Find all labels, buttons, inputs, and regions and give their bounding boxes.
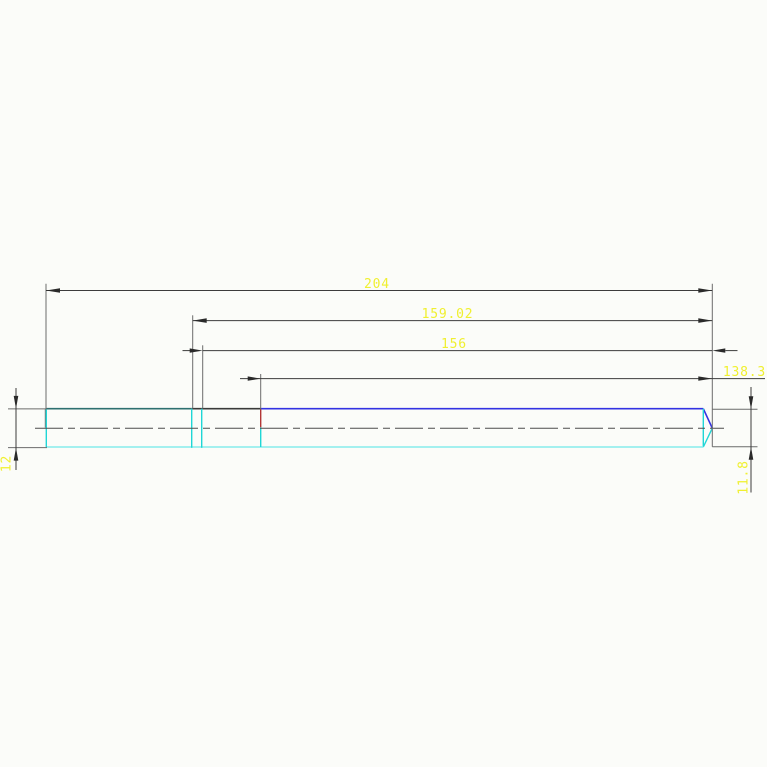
dimension-text-204: 204 — [364, 277, 390, 292]
arrowhead-bottom-11-8 — [748, 446, 754, 460]
dimension-204: 204 — [45, 277, 713, 447]
arrowhead-left-159 — [192, 318, 207, 323]
arrowhead-right-204 — [698, 288, 713, 293]
arrowhead-bottom-12 — [13, 447, 19, 461]
arrowhead-right-156 — [712, 348, 726, 353]
arrowhead-right-159 — [698, 318, 713, 323]
dimension-138-3: 138.3 — [240, 365, 766, 410]
dimension-text-11-8: 11.8 — [737, 460, 752, 495]
arrowhead-left-138 — [247, 376, 261, 381]
arrowhead-left-204 — [46, 288, 60, 293]
dimension-156: 156 — [182, 337, 738, 409]
dimension-11-8: 11.8 — [712, 387, 758, 495]
arrowhead-left-156 — [189, 348, 203, 353]
dimension-text-159: 159.02 — [422, 307, 474, 322]
arrowhead-top-11-8 — [748, 396, 754, 410]
part-outline — [44, 407, 714, 448]
dimension-text-12: 12 — [0, 455, 15, 472]
dimension-12: 12 — [0, 388, 47, 472]
arrowhead-right-138 — [698, 376, 713, 381]
dimension-159-02: 159.02 — [192, 307, 713, 409]
dimension-text-156: 156 — [441, 337, 467, 352]
tip-chamfer-top-edge — [702, 408, 714, 429]
arrowhead-top-12 — [13, 395, 19, 409]
dimension-text-138: 138.3 — [723, 365, 766, 380]
tip-chamfer-bottom-edge — [702, 427, 713, 448]
